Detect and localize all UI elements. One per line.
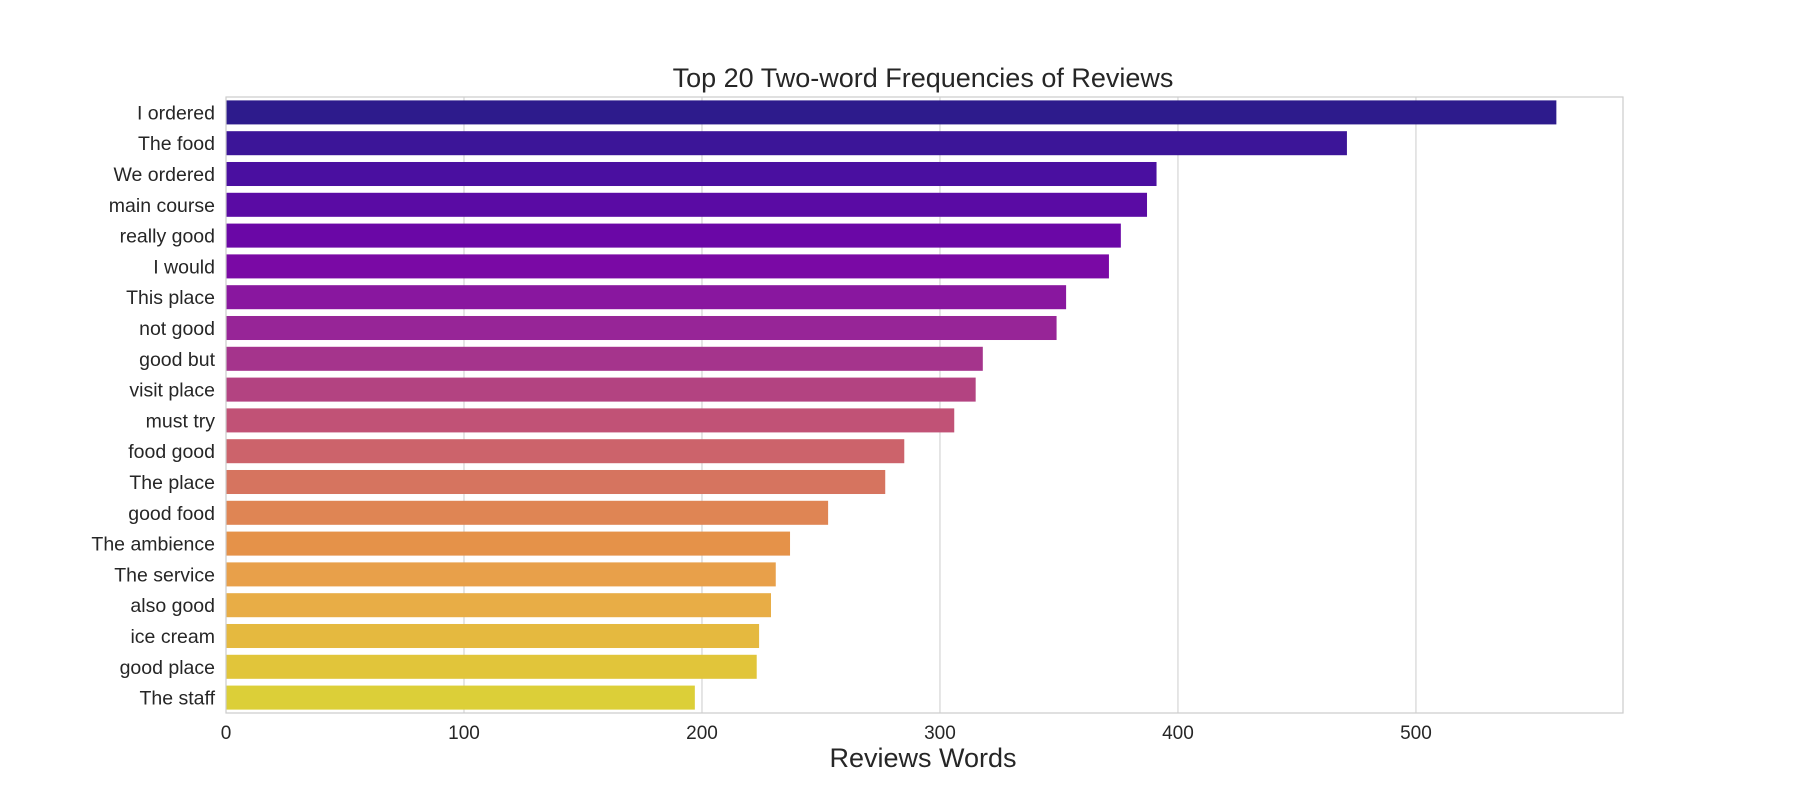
- category-label: The staff: [139, 688, 215, 710]
- bar-the-food: [226, 131, 1347, 156]
- category-label: really good: [120, 226, 215, 248]
- category-label: not good: [139, 318, 215, 340]
- bar-visit-place: [226, 377, 976, 402]
- x-tick-labels: 0 100 200 300 400 500: [221, 723, 1432, 744]
- bar-main-course: [226, 192, 1148, 217]
- x-tick-label: 100: [448, 723, 480, 744]
- x-tick-label: 300: [924, 723, 956, 744]
- x-tick-label: 400: [1162, 723, 1194, 744]
- category-labels: I ordered The food We ordered main course re…: [91, 102, 215, 709]
- bar-i-would: [226, 254, 1109, 279]
- category-label: food good: [128, 441, 215, 463]
- category-label: I ordered: [137, 102, 215, 124]
- bar-the-staff: [226, 685, 695, 710]
- bar-good-place: [226, 654, 757, 679]
- category-label: I would: [153, 256, 215, 278]
- bar-not-good: [226, 315, 1057, 341]
- category-label: main course: [109, 195, 215, 217]
- category-label: We ordered: [113, 164, 215, 186]
- grid-lines: [225, 97, 1417, 713]
- bar-also-good: [226, 593, 771, 618]
- x-tick-label: 200: [686, 723, 718, 744]
- bar-the-ambience: [226, 531, 791, 556]
- bars: [226, 100, 1557, 710]
- bar-good-food: [226, 500, 829, 525]
- x-tick-label: 0: [221, 723, 232, 744]
- category-label: good food: [128, 503, 215, 525]
- category-label: good place: [120, 657, 215, 679]
- bar-this-place: [226, 285, 1067, 310]
- category-label: must try: [146, 410, 216, 432]
- bar-must-try: [226, 408, 955, 433]
- chart-title: Top 20 Two-word Frequencies of Reviews: [673, 63, 1174, 93]
- bar-the-place: [226, 469, 886, 495]
- category-label: ice cream: [130, 626, 215, 648]
- bar-we-ordered: [226, 161, 1157, 187]
- category-label: also good: [130, 595, 215, 617]
- category-label: The ambience: [91, 534, 215, 556]
- plot-frame: [225, 96, 1624, 714]
- category-label: This place: [126, 287, 215, 309]
- category-label: The service: [114, 564, 215, 586]
- bar-i-ordered: [226, 100, 1557, 125]
- bar-good-but: [226, 346, 983, 371]
- category-label: good but: [139, 349, 215, 371]
- bar-really-good: [226, 223, 1121, 248]
- category-label: The food: [138, 133, 215, 155]
- bar-ice-cream: [226, 623, 760, 649]
- x-tick-label: 500: [1400, 723, 1432, 744]
- category-label: The place: [129, 472, 215, 494]
- category-label: visit place: [129, 380, 215, 402]
- bar-food-good: [226, 439, 905, 464]
- x-axis-label: Reviews Words: [829, 743, 1016, 773]
- bar-the-service: [226, 562, 776, 587]
